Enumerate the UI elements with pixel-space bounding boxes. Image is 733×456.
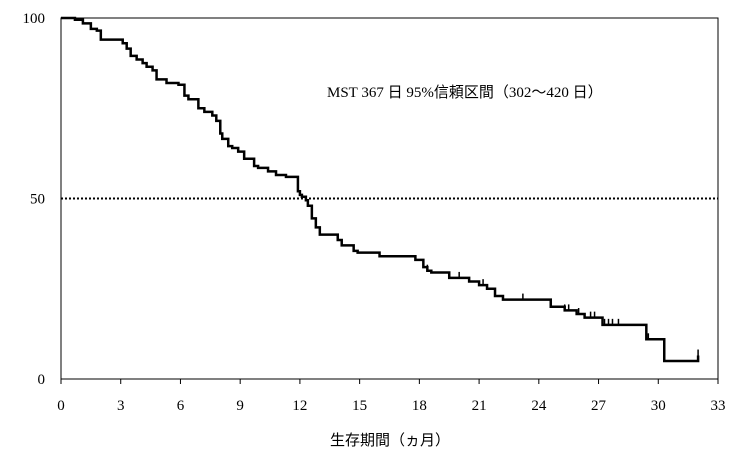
- x-tick-label: 30: [651, 398, 666, 414]
- x-tick-label: 27: [591, 398, 607, 414]
- y-axis-ticks: 0 50 100: [23, 11, 46, 388]
- survival-curve: [61, 16, 700, 363]
- mst-annotation: MST 367 日 95%信頼区間（302〜420 日）: [327, 84, 603, 101]
- x-axis-title: 生存期間（ヵ月）: [330, 432, 450, 449]
- x-tick-label: 0: [57, 398, 65, 414]
- x-tick-label: 12: [292, 398, 307, 414]
- y-tick-label: 100: [23, 11, 46, 27]
- x-tick-label: 3: [117, 398, 125, 414]
- x-tick-label: 33: [711, 398, 726, 414]
- x-tick-label: 24: [531, 398, 547, 414]
- y-tick-label: 50: [30, 192, 45, 208]
- x-tick-label: 15: [352, 398, 367, 414]
- y-tick-label: 0: [38, 372, 46, 388]
- x-tick-label: 9: [236, 398, 244, 414]
- x-tick-label: 6: [177, 398, 185, 414]
- censor-marks: [352, 244, 699, 356]
- x-tick-label: 18: [412, 398, 427, 414]
- x-axis-ticks: 0 3 6 9 12 15 18 21 24 27 30 33: [57, 379, 726, 414]
- x-tick-label: 21: [472, 398, 487, 414]
